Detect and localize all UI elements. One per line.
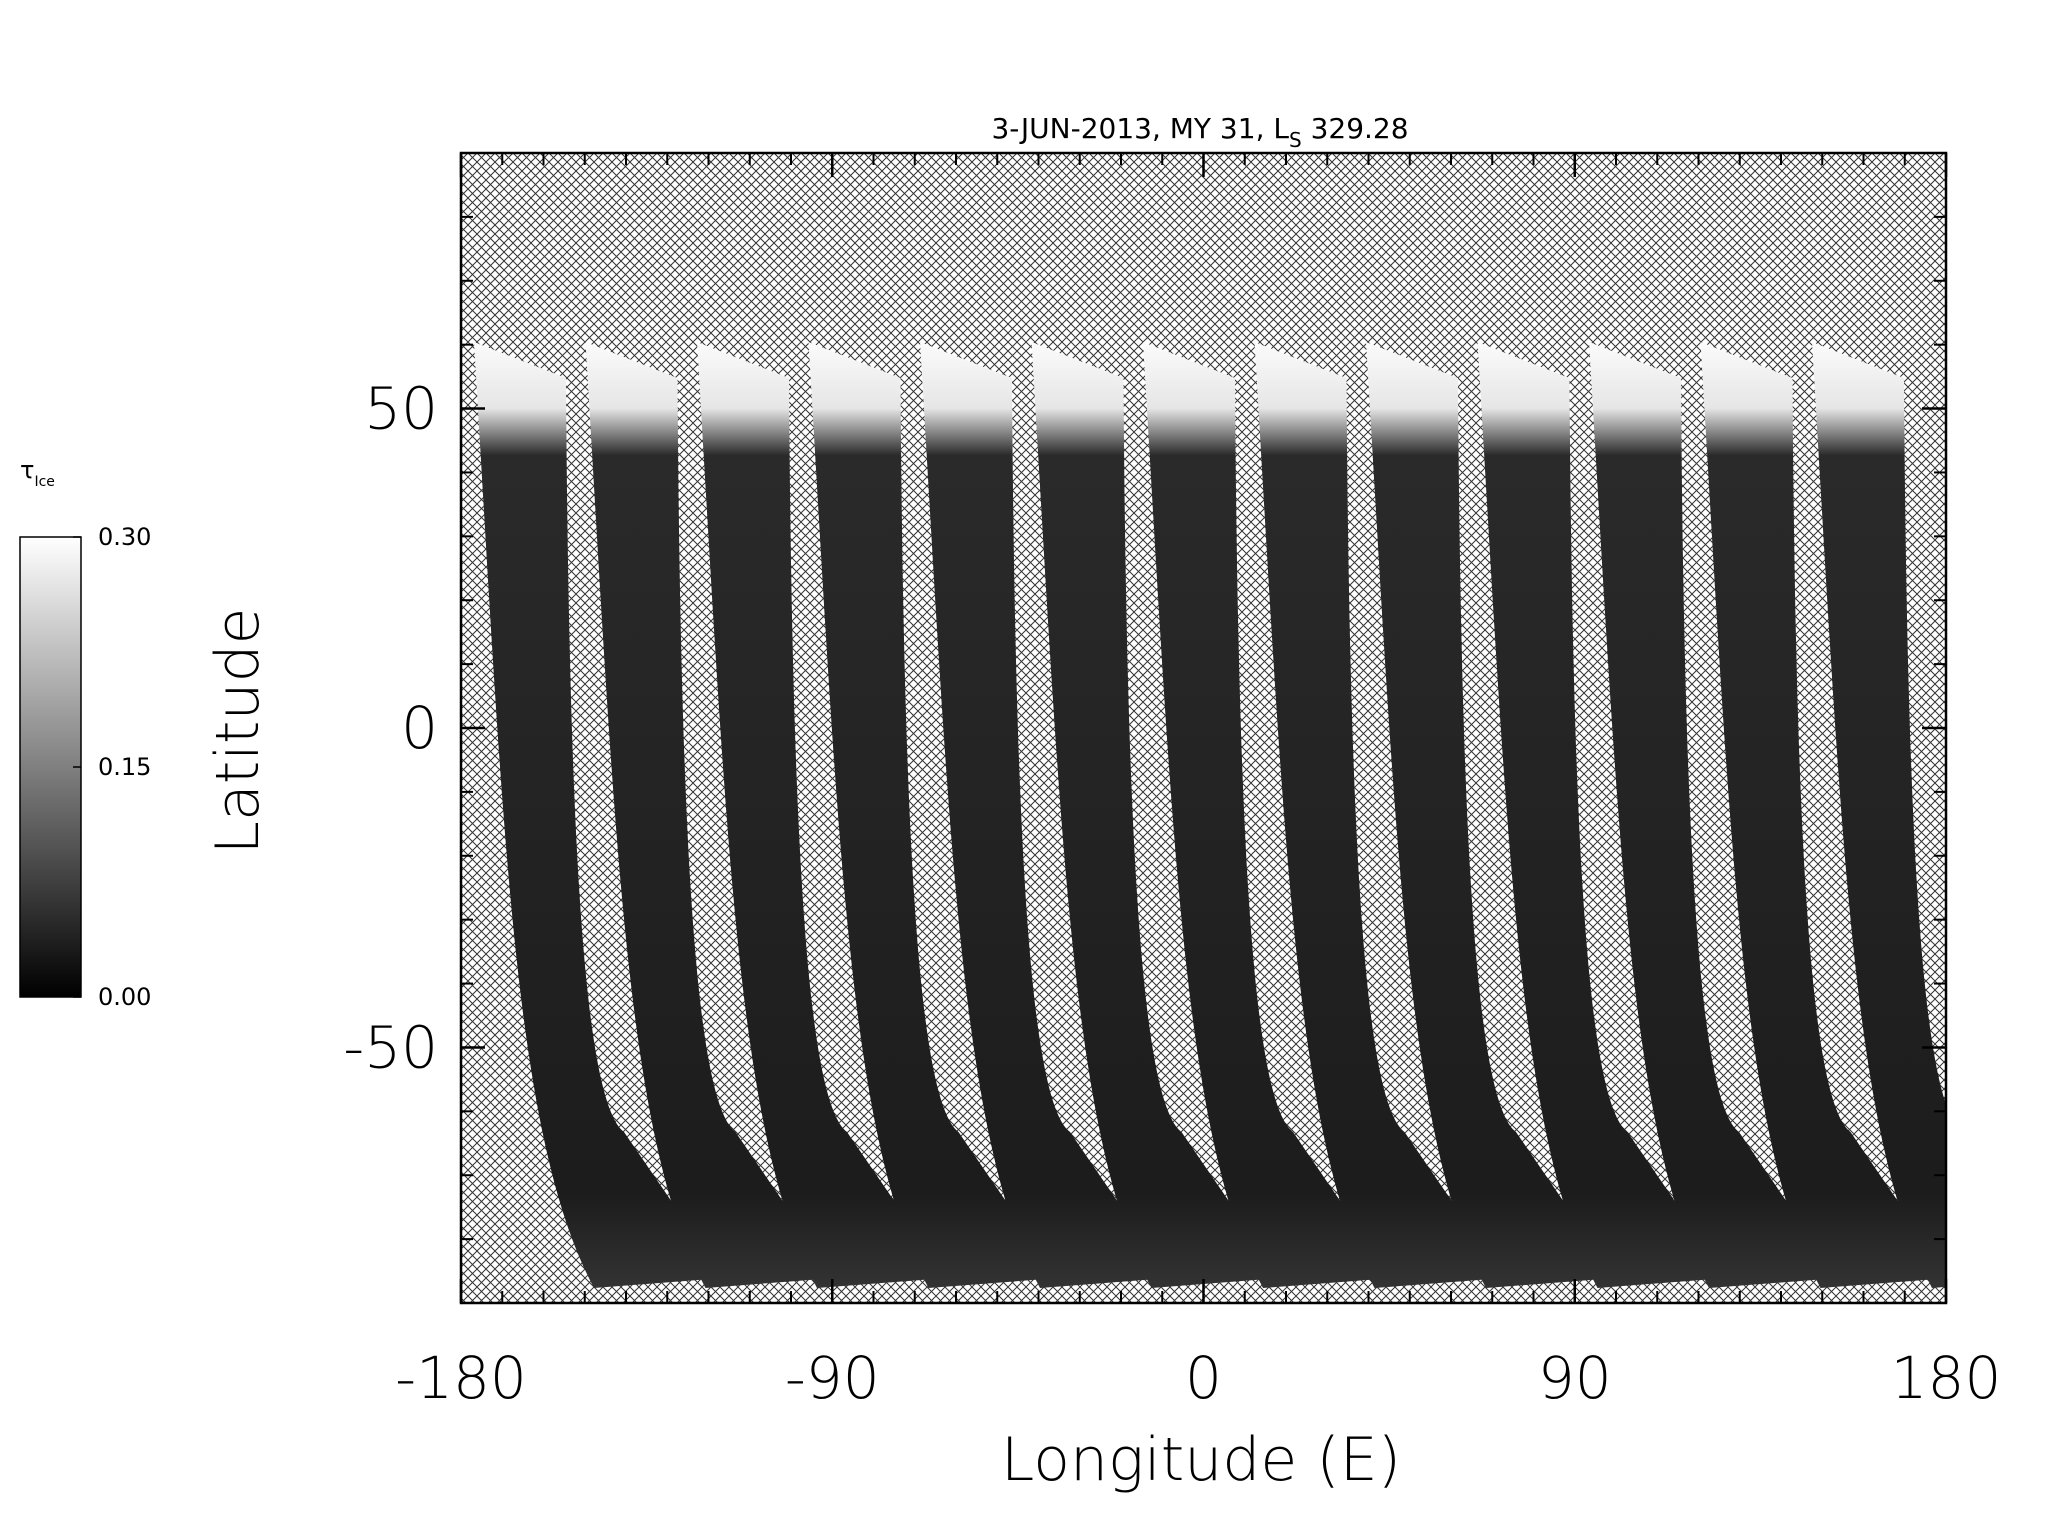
x-tick-label: 180 xyxy=(1891,1344,2002,1412)
swath xyxy=(808,342,1059,1288)
swath xyxy=(697,342,947,1288)
swath xyxy=(1812,342,1946,1288)
y-tick-label: -50 xyxy=(343,1013,438,1081)
swath xyxy=(1477,342,1728,1288)
y-tick-label: 0 xyxy=(401,694,438,762)
x-axis-label: Longitude (E) xyxy=(1001,1425,1401,1495)
swath xyxy=(920,342,1170,1288)
swath xyxy=(1589,342,1839,1288)
x-tick-label: 0 xyxy=(1185,1344,1222,1412)
colorbar-tick-label: 0.00 xyxy=(98,983,151,1011)
x-tick-label: -180 xyxy=(395,1344,527,1412)
colorbar-tick-label: 0.15 xyxy=(98,753,151,781)
swaths xyxy=(474,342,1946,1288)
colorbar-label: τIce xyxy=(20,456,55,490)
y-axis-label: Latitude xyxy=(203,608,273,855)
swath xyxy=(1700,342,1946,1288)
title-text: 3-JUN-2013, MY 31, L xyxy=(991,112,1289,145)
swath xyxy=(1143,342,1393,1288)
y-tick-label: 50 xyxy=(364,375,438,443)
colorbar-tick-label: 0.30 xyxy=(98,523,151,551)
colorbar-symbol: τ xyxy=(20,456,34,484)
title-subscript: S xyxy=(1289,128,1302,152)
title-text: 329.28 xyxy=(1302,112,1409,145)
colorbar xyxy=(19,536,82,998)
swath xyxy=(1366,342,1616,1288)
swath xyxy=(585,342,836,1288)
swath xyxy=(1254,342,1505,1288)
swath xyxy=(1031,342,1282,1288)
x-tick-label: -90 xyxy=(785,1344,880,1412)
swath xyxy=(474,342,724,1288)
colorbar-subscript: Ice xyxy=(34,474,54,490)
chart-title: 3-JUN-2013, MY 31, LS 329.28 xyxy=(991,112,1408,152)
x-tick-label: 90 xyxy=(1538,1344,1612,1412)
